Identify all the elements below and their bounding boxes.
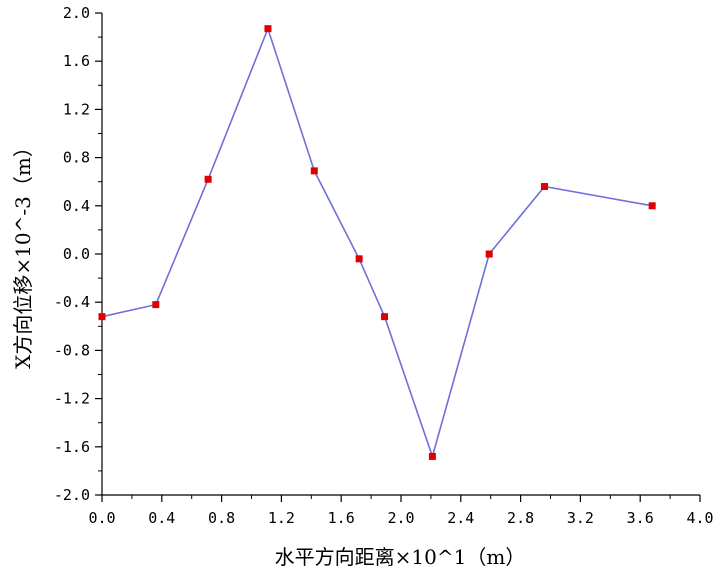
x-tick-label: 2.0 [387, 509, 414, 527]
data-point [310, 167, 318, 175]
y-tick-label: 0.0 [63, 245, 90, 263]
y-axis-ticks: 2.0 1.6 1.2 0.8 0.4 0.0 -0.4 -0.8 -1.2 -1.6 -2.0 [54, 4, 102, 504]
axes [101, 13, 700, 496]
x-tick-label: 3.6 [627, 509, 654, 527]
y-tick-label: 1.2 [63, 100, 90, 118]
x-tick-label: 2.4 [447, 509, 474, 527]
y-tick-label: 2.0 [63, 4, 90, 22]
x-tick-label: 1.2 [268, 509, 295, 527]
y-tick-label: -1.6 [54, 438, 90, 456]
x-tick-label: 0.4 [148, 509, 175, 527]
y-tick-label: -0.4 [54, 293, 90, 311]
series-layer [98, 25, 656, 460]
data-point [204, 175, 212, 183]
x-tick-label: 1.6 [328, 509, 355, 527]
data-point [152, 301, 160, 309]
y-tick-label: -0.8 [54, 341, 90, 359]
data-point [381, 313, 389, 321]
x-tick-label: 3.2 [567, 509, 594, 527]
x-tick-label: 0.8 [208, 509, 235, 527]
data-point [355, 255, 363, 263]
x-axis-title: 水平方向距离×10^1（m） [275, 545, 526, 569]
x-tick-label: 2.8 [507, 509, 534, 527]
y-tick-label: 0.8 [63, 149, 90, 167]
data-point [264, 25, 272, 33]
data-point [485, 250, 493, 258]
x-axis-ticks: 0.0 0.4 0.8 1.2 1.6 2.0 2.4 2.8 3.2 3.6 4.0 [88, 495, 714, 527]
y-tick-label: 1.6 [63, 52, 90, 70]
x-tick-label: 4.0 [686, 509, 713, 527]
data-point [428, 452, 436, 460]
x-tick-label: 0.0 [88, 509, 115, 527]
series-line [101, 26, 653, 460]
y-axis-title: X方向位移×10^-3（m） [11, 137, 35, 369]
y-tick-label: -1.2 [54, 390, 90, 408]
data-point [98, 313, 106, 321]
data-point [648, 202, 656, 210]
y-tick-label: -2.0 [54, 486, 90, 504]
y-tick-label: 0.4 [63, 197, 90, 215]
data-point [541, 183, 549, 191]
